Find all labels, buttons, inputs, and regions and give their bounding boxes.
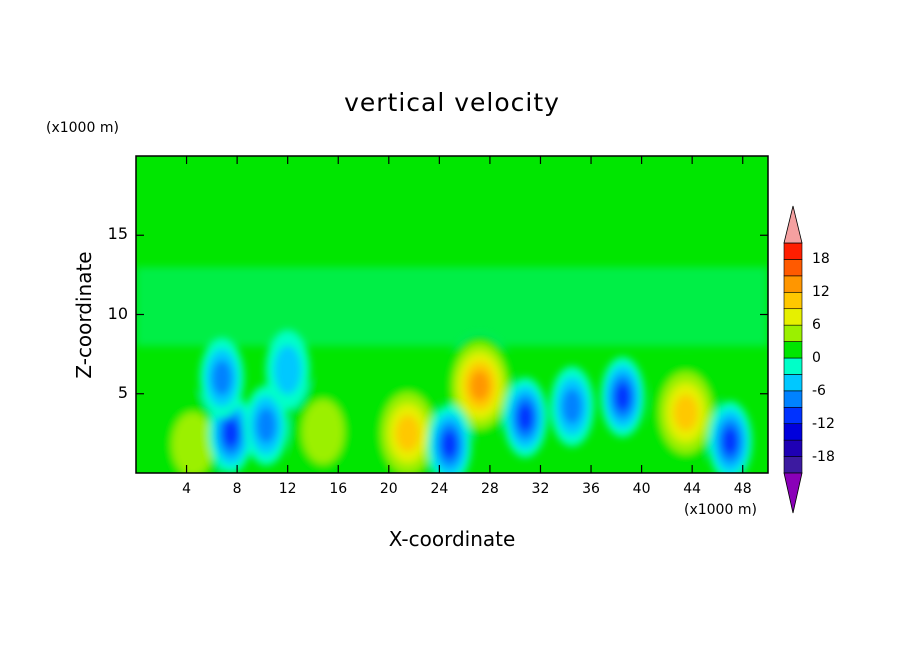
colorbar-under-triangle	[783, 472, 803, 514]
colorbar-tick-label: -18	[812, 448, 835, 465]
feature-downdraft	[600, 356, 645, 437]
feature-updraft	[445, 333, 514, 438]
x-axis-label-text: X-coordinate	[388, 527, 516, 551]
feature-contour	[395, 415, 420, 452]
colorbar-tick-label: 12	[812, 284, 830, 301]
colorbar-segment	[783, 439, 803, 457]
feature-updraft	[158, 392, 227, 473]
feature-updraft	[373, 381, 442, 473]
feature-contour	[256, 407, 276, 444]
colorbar-segment	[783, 406, 803, 425]
feature-contour	[302, 399, 344, 464]
colorbar-tick-label: 0	[812, 350, 821, 366]
x-tick-label: 8	[232, 481, 242, 497]
x-tick-label: 4	[182, 481, 192, 497]
x-tick-label: 36	[582, 481, 600, 497]
feature-downdraft	[708, 401, 753, 473]
colorbar-segment	[783, 456, 803, 474]
feature-contour	[441, 430, 458, 459]
feature-contour	[674, 394, 698, 431]
colorbar-segment	[783, 259, 803, 277]
y-tick-label: 10	[107, 303, 128, 323]
feature-downdraft	[265, 329, 310, 410]
colorbar-segment	[783, 423, 803, 441]
feature-downdraft	[427, 404, 472, 473]
mid-band	[136, 266, 768, 347]
x-tick-label: 24	[430, 481, 449, 497]
x-tick-label: 16	[329, 481, 348, 497]
colorbar-segment	[783, 374, 803, 392]
feature-contour	[223, 419, 239, 448]
colorbar-over-triangle	[783, 205, 803, 244]
colorbar-segment	[783, 324, 803, 342]
colorbar-segment	[783, 275, 803, 293]
feature-downdraft	[199, 337, 244, 418]
x-unit-label: (x1000 m)	[684, 502, 757, 518]
feature-contour	[562, 388, 582, 425]
x-axis-label: X-coordinate	[0, 527, 904, 551]
y-tick-label: 5	[117, 382, 128, 402]
feature-contour	[171, 412, 214, 473]
colorbar-tick-label: -12	[812, 415, 835, 432]
x-tick-label: 32	[531, 481, 550, 497]
z-unit-label: (x1000 m)	[46, 120, 119, 136]
feature-contour	[470, 370, 490, 401]
colorbar-segment	[783, 291, 803, 310]
colorbar	[783, 205, 803, 514]
velocity-field	[136, 156, 768, 473]
feature-updraft	[289, 379, 358, 473]
feature-contour	[274, 345, 302, 395]
feature-updraft	[651, 360, 720, 465]
x-tick-label: 44	[683, 481, 702, 497]
feature-downdraft	[550, 366, 595, 447]
colorbar-tick-label: 18	[812, 251, 830, 268]
colorbar-segment	[783, 357, 803, 375]
chart-title: vertical velocity	[344, 88, 560, 117]
x-tick-label: 28	[480, 481, 499, 497]
axis-ticks	[136, 156, 768, 473]
colorbar-segment	[783, 242, 803, 260]
x-tick-label: 20	[379, 481, 398, 497]
colorbar-tick-label: -6	[812, 382, 826, 399]
x-tick-label: 48	[733, 481, 752, 497]
x-tick-label: 40	[632, 481, 651, 497]
colorbar-segment	[783, 308, 803, 326]
colorbar-segment	[783, 341, 803, 359]
colorbar-segment	[783, 390, 803, 408]
field-features	[136, 266, 768, 473]
x-tick-label: 12	[278, 481, 297, 497]
colorbar-tick-label: 6	[812, 317, 821, 334]
feature-contour	[517, 403, 534, 432]
feature-downdraft	[503, 377, 548, 458]
feature-downdraft	[244, 385, 289, 466]
feature-contour	[614, 383, 631, 411]
feature-contour	[722, 427, 738, 456]
y-tick-label: 15	[107, 224, 128, 244]
feature-contour	[212, 360, 232, 396]
